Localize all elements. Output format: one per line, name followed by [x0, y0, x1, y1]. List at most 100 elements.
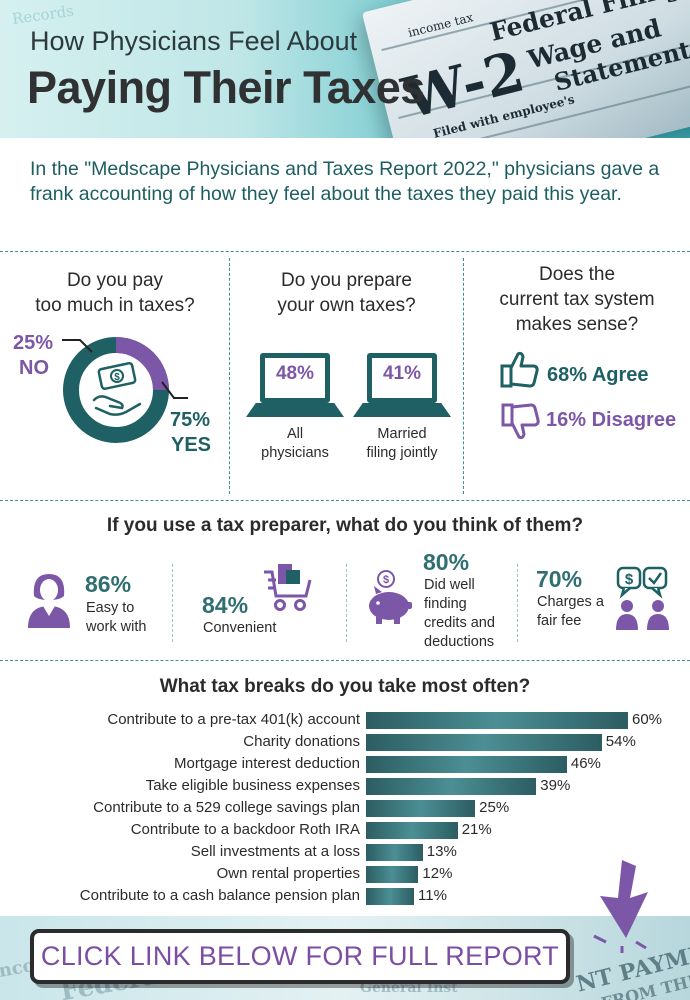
divider — [0, 660, 690, 661]
q1-yes-pct: 75% — [170, 409, 211, 431]
bg-form-text: Records — [10, 1, 75, 29]
q1-no-pct: 25% — [13, 332, 54, 354]
bar-category-label: Mortgage interest deduction — [174, 755, 360, 772]
bar-category-label: Sell investments at a loss — [190, 843, 360, 860]
stat-line: work with — [86, 619, 147, 635]
bar-value-label: 12% — [422, 865, 453, 882]
bar — [366, 734, 602, 751]
bar-value-label: 54% — [605, 733, 636, 750]
bar-value-label: 11% — [418, 887, 447, 904]
thumbs-up-icon — [500, 351, 539, 388]
preparer-credits-pct: 80% — [423, 549, 470, 575]
svg-text:$: $ — [383, 574, 389, 586]
header-banner: Records income tax Federal Filing W-2 Wa… — [0, 0, 690, 138]
stat-line: Easy to — [86, 600, 135, 616]
q2-all-physicians-pct: 48% — [275, 363, 315, 384]
bar-category-label: Contribute to a 529 college savings plan — [93, 799, 360, 816]
q3-title: Does the current tax system makes sense? — [464, 262, 690, 337]
q3-agree: 68% Agree — [547, 364, 649, 386]
divider — [346, 564, 347, 642]
bar-value-label: 21% — [461, 821, 492, 838]
caption-line: filing jointly — [366, 445, 438, 461]
caption-line: physicians — [261, 445, 329, 461]
stat-line: fair fee — [537, 613, 582, 629]
bar-value-label: 39% — [540, 777, 571, 794]
money-hand-icon: $ — [92, 361, 142, 416]
divider — [517, 564, 518, 642]
divider — [0, 251, 690, 252]
q2-married-pct: 41% — [382, 363, 422, 384]
bar-value-label: 60% — [632, 711, 663, 728]
bar-value-label: 46% — [570, 755, 601, 772]
q3-title-line3: makes sense? — [515, 314, 639, 335]
q1-title-line2: too much in taxes? — [35, 295, 195, 316]
preparer-easy-text: Easy to work with — [86, 599, 146, 637]
bar-category-label: Contribute to a backdoor Roth IRA — [130, 821, 360, 838]
bar — [366, 844, 423, 861]
preparer-credits-text: Did well finding credits and deductions — [424, 576, 495, 652]
bar-category-label: Take eligible business expenses — [145, 777, 360, 794]
bar-category-label: Own rental properties — [216, 865, 360, 882]
stat-line: Convenient — [203, 620, 277, 636]
caption-line: All — [286, 426, 304, 442]
q1-title: Do you pay too much in taxes? — [0, 268, 230, 318]
divider — [172, 564, 173, 642]
businesswoman-icon — [28, 574, 70, 628]
bar — [366, 822, 458, 839]
laptop-screen — [367, 353, 437, 403]
bar-category-label: Charity donations — [243, 733, 360, 750]
fee-chat-icon: $ — [616, 566, 669, 630]
preparer-fee-pct: 70% — [536, 566, 583, 592]
divider — [229, 258, 230, 494]
q1-yes-label: 75% YES — [170, 408, 211, 458]
q2-title-line2: your own taxes? — [277, 295, 416, 316]
piggy-bank-icon: $ — [369, 570, 412, 624]
donut-svg: $ — [63, 337, 169, 443]
shopping-cart-icon — [264, 564, 312, 611]
q1-title-line1: Do you pay — [66, 270, 164, 291]
divider — [0, 500, 690, 501]
q2-title: Do you prepare your own taxes? — [230, 268, 463, 318]
q3-title-line1: Does the — [538, 264, 616, 285]
q2-title-line1: Do you prepare — [281, 270, 412, 291]
laptop-base — [353, 403, 451, 417]
q1-no-label: 25% NO — [13, 331, 53, 381]
preparer-convenient-pct: 84% — [202, 592, 249, 618]
q1-no-text: NO — [19, 357, 49, 379]
q2-married-caption: Married filing jointly — [343, 425, 461, 463]
intro-paragraph: In the "Medscape Physicians and Taxes Re… — [30, 158, 660, 205]
q2-all-physicians-caption: All physicians — [236, 425, 354, 463]
bar-value-label: 25% — [479, 799, 510, 816]
cursor-arrow-icon — [593, 860, 648, 953]
chart-title: What tax breaks do you take most often? — [159, 676, 531, 697]
q1-yes-text: YES — [171, 434, 212, 456]
donut-no-segment — [115, 337, 169, 391]
q3-disagree: 16% Disagree — [546, 409, 677, 431]
svg-text:$: $ — [625, 571, 634, 588]
q1-no-pointer — [62, 339, 93, 353]
stat-line: credits and — [424, 615, 495, 631]
preparer-fee-text: Charges a fair fee — [537, 593, 604, 631]
preparer-easy-pct: 86% — [85, 571, 132, 597]
divider — [463, 258, 464, 494]
stat-line: Charges a — [537, 594, 604, 610]
page-title-line2: Paying Their Taxes — [27, 62, 425, 113]
page-title-line1: How Physicians Feel About — [30, 26, 358, 56]
preparer-convenient-text: Convenient — [203, 619, 276, 638]
full-report-link-button[interactable]: CLICK LINK BELOW FOR FULL REPORT — [30, 929, 570, 984]
bar-value-label: 13% — [426, 843, 457, 860]
bar — [366, 866, 419, 883]
q1-donut-chart: $ — [60, 334, 172, 446]
caption-line: Married — [377, 426, 427, 442]
bar — [366, 800, 476, 817]
stat-line: deductions — [424, 634, 495, 650]
svg-text:$: $ — [114, 372, 120, 383]
preparer-title: If you use a tax preparer, what do you t… — [106, 515, 584, 536]
bar — [366, 778, 537, 795]
laptop-screen — [260, 353, 330, 403]
stat-line: finding — [424, 596, 467, 612]
q1-yes-pointer — [161, 381, 188, 399]
q3-title-line2: current tax system — [499, 289, 655, 310]
bar — [366, 888, 415, 905]
footer-bg-text: General Inst — [360, 980, 458, 996]
